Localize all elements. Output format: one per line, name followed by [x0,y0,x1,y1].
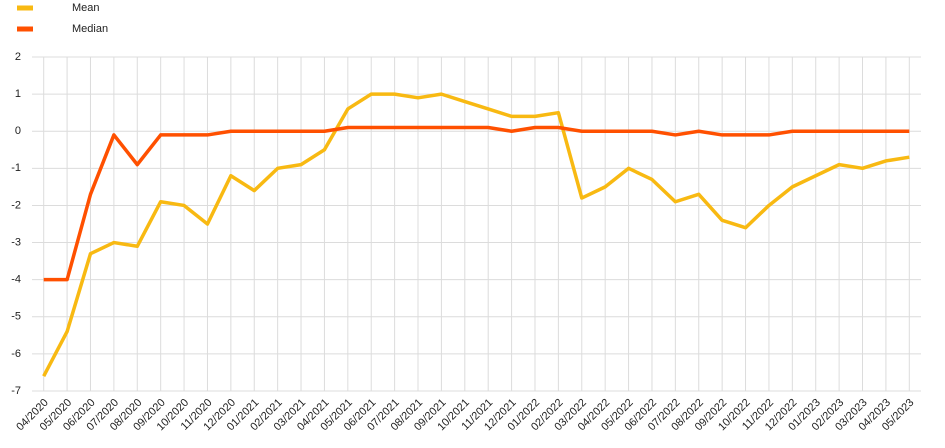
y-tick-label: -1 [11,162,21,174]
y-tick-label: -3 [11,236,21,248]
y-tick-label: 1 [15,88,21,100]
y-tick-label: -6 [11,348,21,360]
y-tick-label: 0 [15,125,21,137]
y-tick-label: -2 [11,199,21,211]
y-tick-label: -4 [11,274,21,286]
line [42,92,910,377]
y-tick-label: -5 [11,311,21,323]
legend-label: Median [72,23,108,35]
legend-label: Mean [72,2,100,14]
y-tick-label: 2 [15,51,21,63]
line [43,125,910,282]
y-tick-label: -7 [11,385,21,397]
